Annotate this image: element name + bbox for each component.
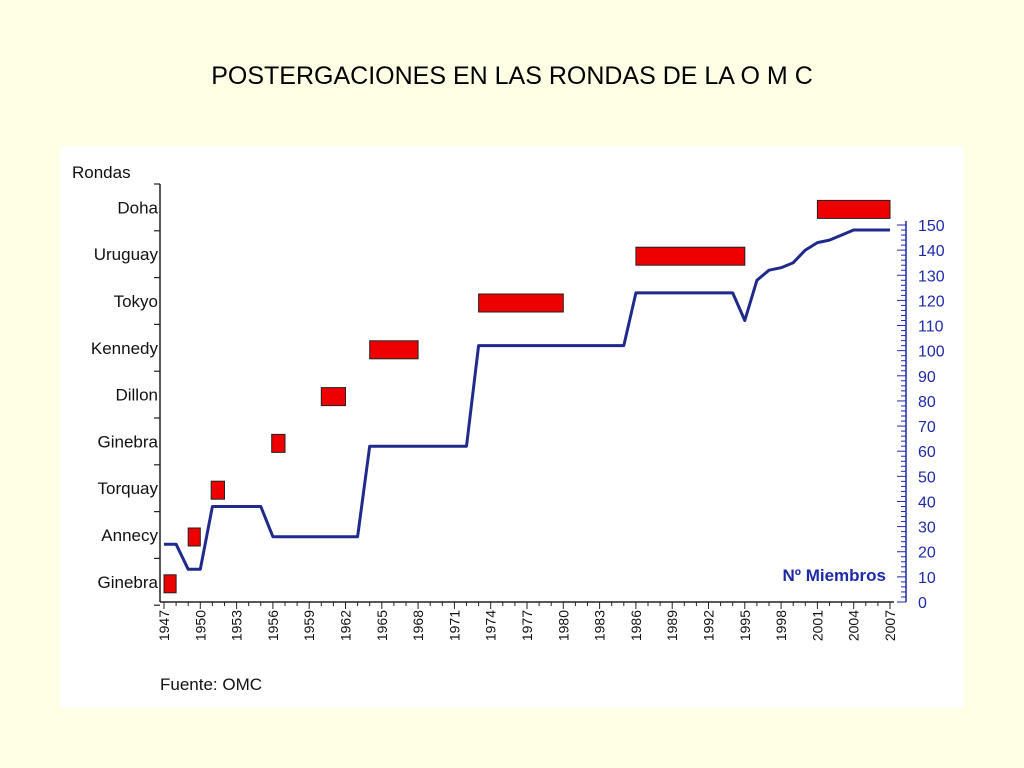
round-label: Tokyo (114, 292, 158, 311)
round-label: Torquay (98, 479, 159, 498)
rounds-axis-title: Rondas (72, 163, 131, 182)
year-tick-label: 1974 (483, 610, 499, 641)
round-label: Dillon (115, 386, 158, 405)
members-line (164, 228, 890, 571)
wto-rounds-chart: Ginebra Annecy Torquay Ginebra Dillon Kennedy… (72, 163, 945, 694)
year-tick-label: 2004 (846, 610, 862, 641)
round-label: Ginebra (98, 573, 159, 592)
year-tick-label: 1950 (192, 610, 208, 641)
round-bar (210, 480, 226, 500)
members-tick-label: 90 (918, 369, 936, 386)
members-tick-label: 150 (918, 218, 945, 235)
year-tick-label: 1983 (592, 610, 608, 641)
members-tick-label: 20 (918, 545, 936, 562)
chart-panel: Ginebra Annecy Torquay Ginebra Dillon Kennedy… (60, 146, 964, 708)
round-label: Annecy (101, 526, 158, 545)
year-tick-label: 1977 (519, 610, 535, 641)
year-tick-label: 1998 (773, 610, 789, 641)
members-axis: 0 10 20 30 40 50 60 70 80 90 100 110 120 130 140 150 (897, 218, 945, 612)
round-bars (163, 199, 891, 594)
year-tick-label: 1953 (229, 610, 245, 641)
round-bar (187, 527, 201, 547)
year-tick-label: 2007 (882, 610, 898, 641)
year-tick-label: 1962 (338, 610, 354, 641)
round-bar (478, 293, 564, 313)
members-tick-label: 120 (918, 293, 945, 310)
round-label: Kennedy (91, 339, 159, 358)
round-bar (271, 433, 286, 453)
year-axis: 1947 1950 1953 1956 1959 1962 1965 1968 1971 1974… (156, 601, 898, 641)
members-tick-label: 60 (918, 444, 936, 461)
members-tick-label: 50 (918, 469, 936, 486)
members-tick-label: 70 (918, 419, 936, 436)
slide-title: POSTERGACIONES EN LAS RONDAS DE LA O M C (211, 62, 813, 90)
members-tick-label: 130 (918, 268, 945, 285)
round-bar (635, 246, 746, 266)
members-tick-label: 140 (918, 243, 945, 260)
round-label: Doha (117, 198, 158, 217)
members-tick-label: 110 (918, 319, 944, 336)
members-line-path (164, 228, 890, 571)
year-tick-label: 1947 (156, 610, 172, 641)
round-bar (369, 340, 419, 360)
year-tick-label: 2001 (809, 610, 825, 641)
year-tick-label: 1980 (555, 610, 571, 641)
year-tick-label: 1986 (628, 610, 644, 641)
source-note: Fuente: OMC (160, 675, 262, 694)
rounds-axis: Ginebra Annecy Torquay Ginebra Dillon Kennedy… (91, 183, 161, 606)
round-label: Uruguay (94, 245, 159, 264)
members-tick-label: 80 (918, 394, 936, 411)
round-bar (816, 199, 891, 219)
year-tick-label: 1995 (737, 610, 753, 641)
round-bar (163, 574, 177, 594)
year-tick-label: 1956 (265, 610, 281, 641)
year-tick-label: 1992 (701, 610, 717, 641)
year-tick-label: 1968 (410, 610, 426, 641)
year-tick-label: 1959 (301, 610, 317, 641)
year-tick-label: 1989 (664, 610, 680, 641)
members-tick-label: 40 (918, 494, 936, 511)
members-tick-label: 0 (918, 595, 927, 612)
members-tick-label: 10 (918, 570, 936, 587)
members-axis-label: Nº Miembros (782, 566, 886, 585)
year-tick-label: 1971 (446, 610, 462, 641)
round-label: Ginebra (98, 432, 159, 451)
members-tick-label: 100 (918, 344, 945, 361)
year-tick-label: 1965 (374, 610, 390, 641)
members-tick-label: 30 (918, 520, 936, 537)
round-bar (320, 387, 346, 407)
